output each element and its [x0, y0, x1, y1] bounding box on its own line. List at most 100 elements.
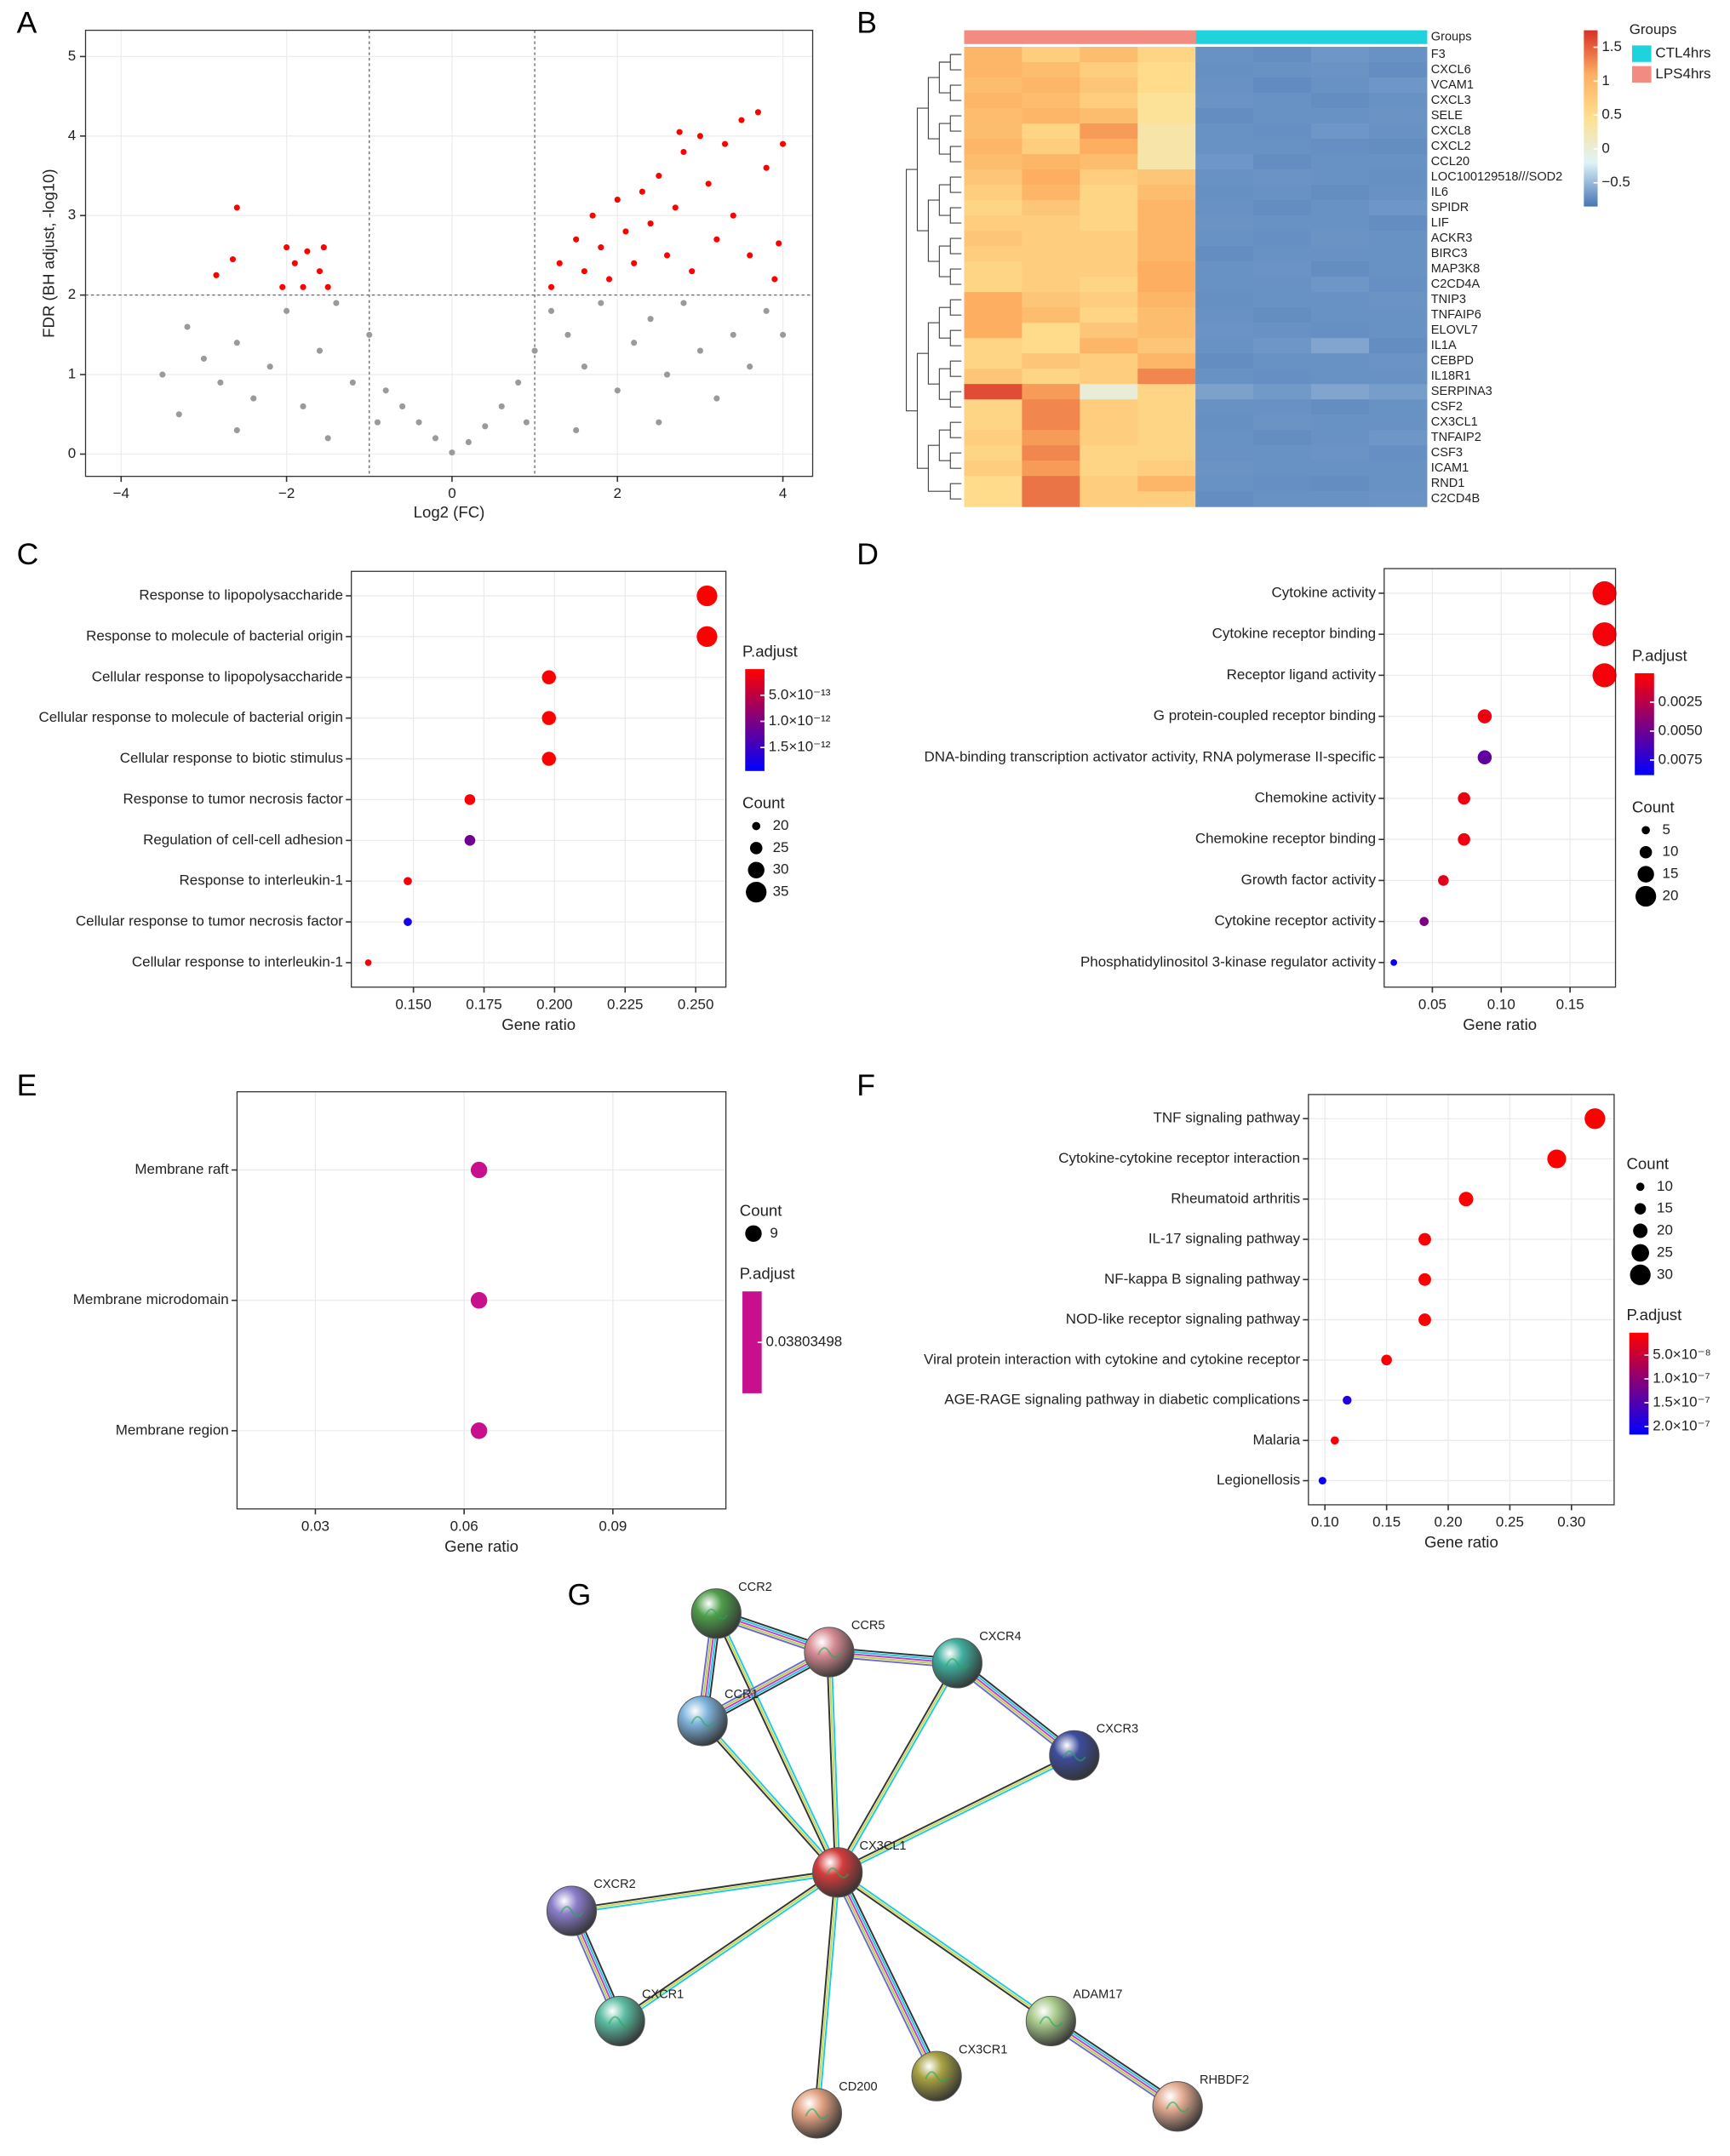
dendrogram — [905, 169, 918, 412]
heat-cell — [1311, 77, 1370, 94]
network-edge — [1051, 2018, 1180, 2106]
network-edge — [1052, 2016, 1181, 2104]
dot — [1343, 1395, 1352, 1405]
dendrogram — [927, 444, 951, 492]
legend-title: Count — [740, 1201, 782, 1219]
point — [663, 371, 671, 378]
panel-label: D — [856, 537, 879, 571]
node-label: CX3CL1 — [860, 1839, 907, 1853]
network-edge — [838, 1756, 1076, 1875]
heat-cell — [1080, 460, 1138, 477]
point — [465, 438, 472, 446]
heat-cell — [1311, 261, 1370, 277]
point — [531, 347, 538, 354]
dot — [1419, 917, 1429, 926]
colorbar-label: 1.5×10⁻¹² — [769, 739, 831, 755]
y-tick-label: 1 — [68, 366, 76, 382]
colorbar-label: −0.5 — [1601, 174, 1630, 190]
heat-cell — [1022, 430, 1080, 446]
network-edge — [813, 1872, 837, 2113]
size-key-label: 10 — [1663, 844, 1679, 860]
heat-cell — [1137, 277, 1196, 293]
heat-cell — [1195, 292, 1254, 308]
heat-cell — [1137, 93, 1196, 109]
dot — [1458, 792, 1470, 805]
heat-cell — [1311, 246, 1370, 262]
dot — [1318, 1477, 1326, 1485]
point — [676, 129, 683, 135]
heat-cell — [1137, 415, 1196, 431]
heat-cell — [1195, 77, 1254, 94]
network-edge — [834, 1661, 956, 1872]
dot — [464, 794, 476, 805]
heat-cell — [1195, 123, 1254, 140]
network-edge — [828, 1651, 839, 1873]
heat-cell — [1137, 353, 1196, 369]
heat-cell — [1253, 185, 1312, 201]
point — [399, 403, 406, 410]
heat-cell — [1311, 445, 1370, 461]
heat-cell — [964, 77, 1023, 94]
heat-cell — [1080, 445, 1138, 461]
network-edge — [839, 1871, 940, 2076]
heat-cell — [1311, 154, 1370, 170]
heat-cell — [964, 185, 1023, 201]
panel-label: B — [856, 6, 877, 40]
heat-cell — [964, 307, 1023, 323]
point — [250, 395, 257, 402]
heat-cell — [1022, 338, 1080, 354]
heat-cell — [1311, 277, 1370, 293]
size-key-label: 10 — [1657, 1178, 1673, 1194]
heat-cell — [964, 476, 1023, 492]
size-key — [1631, 1244, 1649, 1262]
category-label: Response to tumor necrosis factor — [123, 791, 344, 807]
network-edge — [715, 1613, 839, 1873]
point — [324, 435, 331, 442]
heat-cell — [1253, 415, 1312, 431]
point — [598, 300, 604, 306]
point — [696, 347, 703, 354]
size-key-label: 20 — [1663, 887, 1679, 903]
category-label: Cytokine-cytokine receptor interaction — [1058, 1150, 1300, 1166]
heat-cell — [1253, 445, 1312, 461]
heat-cell — [1311, 292, 1370, 308]
legend-title: P.adjust — [1626, 1306, 1682, 1324]
heat-cell — [1311, 108, 1370, 124]
point — [217, 379, 224, 386]
dot — [404, 877, 412, 886]
dendrogram — [949, 207, 962, 224]
heat-cell — [964, 200, 1023, 216]
network-edge — [717, 1612, 840, 1873]
category-label: Malaria — [1252, 1432, 1300, 1448]
row-label: ELOVL7 — [1431, 323, 1478, 337]
network-edge — [1049, 2022, 1177, 2109]
heat-cell — [1022, 399, 1080, 415]
x-tick-label: 0.10 — [1487, 996, 1515, 1012]
colorbar-label: 1.0×10⁻¹² — [769, 712, 831, 729]
heat-cell — [1137, 215, 1196, 232]
colorbar-label: 0 — [1601, 140, 1609, 156]
plot-frame — [351, 570, 727, 988]
y-tick-label: 5 — [68, 48, 76, 64]
category-label: Growth factor activity — [1241, 872, 1377, 888]
heat-cell — [1369, 430, 1428, 446]
heat-cell — [1311, 200, 1370, 216]
y-tick-label: 3 — [68, 207, 76, 223]
row-label: ICAM1 — [1431, 461, 1469, 475]
x-tick-label: 0.30 — [1557, 1513, 1585, 1530]
point — [564, 331, 571, 338]
heat-cell — [1022, 185, 1080, 201]
heat-cell — [1080, 200, 1138, 216]
node-structure — [704, 1608, 729, 1620]
point — [233, 340, 240, 346]
heat-cell — [964, 246, 1023, 262]
heat-cell — [1253, 307, 1312, 323]
heat-cell — [1369, 139, 1428, 155]
point — [705, 180, 712, 187]
category-label: Cellular response to interleukin-1 — [132, 953, 343, 969]
panel-label: G — [568, 1578, 592, 1612]
node-structure — [817, 1647, 841, 1659]
point — [547, 307, 555, 314]
size-key — [1639, 845, 1653, 859]
size-key-label: 9 — [770, 1225, 777, 1241]
